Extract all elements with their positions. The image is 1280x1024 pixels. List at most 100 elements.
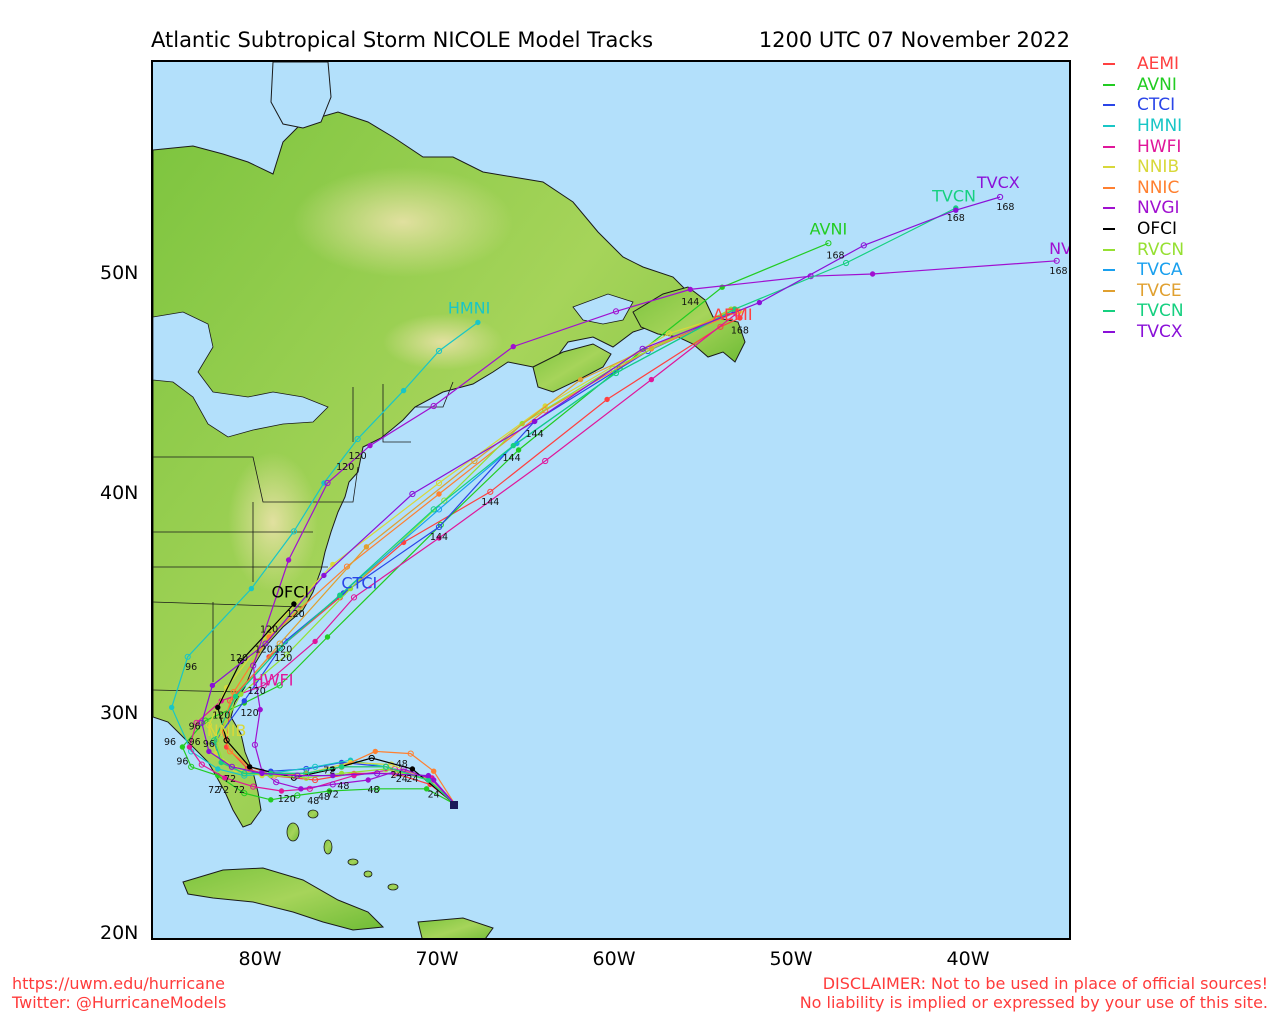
track-point <box>425 777 432 783</box>
forecast-hour-label: 144 <box>481 497 499 508</box>
forecast-hour-label: 120 <box>349 451 367 462</box>
track-point <box>407 750 414 757</box>
track-tvcx[interactable] <box>198 193 1004 808</box>
track-point <box>436 491 442 497</box>
track-point <box>609 365 616 372</box>
legend-swatch <box>1103 331 1115 334</box>
track-point <box>241 790 248 797</box>
track-point <box>215 704 221 711</box>
legend-item-aemi: AEMI <box>1103 54 1184 75</box>
lon-label-60w: 60W <box>592 948 636 970</box>
lat-label-20n: 20N <box>100 922 139 944</box>
legend-swatch <box>1103 310 1115 313</box>
forecast-hour-label: 72 <box>327 790 339 801</box>
legend-label: OFCI <box>1137 219 1178 240</box>
legend-item-ofci: OFCI <box>1103 219 1184 240</box>
model-label-tvcx: TVCX <box>976 173 1020 192</box>
track-point <box>188 763 195 770</box>
forecast-hour-label: 120 <box>260 625 278 636</box>
track-point <box>423 786 430 792</box>
legend-label: HMNI <box>1137 116 1183 137</box>
track-nnic[interactable] <box>218 308 742 808</box>
legend-item-tvcx: TVCX <box>1103 322 1184 343</box>
track-point <box>179 744 186 750</box>
forecast-hour-label: 96 <box>185 662 197 673</box>
legend-swatch <box>1103 83 1115 86</box>
forecast-hour-label: 24 <box>406 774 418 785</box>
track-point <box>431 768 437 774</box>
legend-swatch <box>1103 125 1115 128</box>
political-borders <box>153 381 454 693</box>
track-point <box>441 497 448 504</box>
legend-label: HWFI <box>1137 136 1182 157</box>
model-label-nvgi: NVGI <box>1049 239 1071 258</box>
track-point <box>365 777 371 783</box>
model-label-avni: AVNI <box>810 219 848 238</box>
land-hispaniola <box>417 917 494 938</box>
forecast-hour-label: 96 <box>189 721 201 732</box>
footer-url[interactable]: https://uwm.edu/hurricane <box>12 974 225 993</box>
map-svg: 1681681681681681441441441441441201201201… <box>153 62 1071 938</box>
track-point <box>510 343 516 350</box>
forecast-hour-label: 168 <box>1049 266 1067 277</box>
track-point <box>330 772 336 779</box>
track-point <box>298 786 304 792</box>
model-label-hmni: HMNI <box>448 299 491 318</box>
track-line <box>220 310 739 805</box>
track-point <box>510 442 516 449</box>
land-newfoundland <box>632 286 746 363</box>
track-point <box>338 764 345 770</box>
legend-swatch <box>1103 248 1115 251</box>
map-panel[interactable]: 168 168 168 168 168 144 144 144 144 144 120 120 120 1… <box>151 60 1071 940</box>
forecast-hour-label: 144 <box>526 429 544 440</box>
highland-appalachia-north <box>383 314 503 370</box>
forecast-hour-label: 168 <box>826 251 844 262</box>
track-line <box>208 310 741 805</box>
forecast-hour-label: 144 <box>503 453 521 464</box>
track-avni[interactable] <box>179 240 832 808</box>
forecast-hour-label: 48 <box>337 781 349 792</box>
forecast-hour-label: 120 <box>241 708 259 719</box>
track-point <box>374 770 381 777</box>
track-line <box>213 207 957 805</box>
track-point <box>223 737 230 744</box>
track-point <box>227 748 234 755</box>
track-point <box>363 544 370 550</box>
track-point <box>290 528 297 535</box>
legend-label: NNIB <box>1137 157 1180 178</box>
track-point <box>250 662 257 669</box>
forecast-hour-label: 96 <box>189 737 201 748</box>
legend-label: TVCN <box>1137 301 1184 322</box>
track-point <box>737 315 743 321</box>
track-point <box>756 299 763 306</box>
track-point <box>198 719 205 726</box>
track-point <box>209 682 216 689</box>
land-north-america <box>153 111 699 828</box>
track-point <box>953 207 959 213</box>
lon-label-70w: 70W <box>415 948 459 970</box>
track-point <box>262 640 269 647</box>
land-nova-scotia <box>532 343 612 393</box>
track-point <box>639 345 646 352</box>
legend-item-tvca: TVCA <box>1103 260 1184 281</box>
track-point <box>825 240 832 247</box>
legend-item-nnib: NNIB <box>1103 157 1184 178</box>
track-point <box>291 601 297 607</box>
track-point <box>436 535 442 541</box>
footer-twitter[interactable]: Twitter: @HurricaneModels <box>12 993 227 1012</box>
legend-item-hmni: HMNI <box>1103 116 1184 137</box>
track-point <box>1053 257 1060 264</box>
track-point <box>612 369 620 377</box>
forecast-hour-label: 96 <box>164 737 176 748</box>
track-point <box>860 242 867 249</box>
track-point <box>997 193 1004 201</box>
track-point <box>250 783 257 790</box>
lat-label-40n: 40N <box>100 482 139 504</box>
track-point <box>388 761 395 768</box>
lat-label-50n: 50N <box>100 262 139 284</box>
lon-label-40w: 40W <box>946 948 990 970</box>
track-point <box>222 775 228 781</box>
track-point <box>326 788 333 794</box>
track-point <box>276 644 283 652</box>
legend-swatch <box>1103 269 1115 272</box>
